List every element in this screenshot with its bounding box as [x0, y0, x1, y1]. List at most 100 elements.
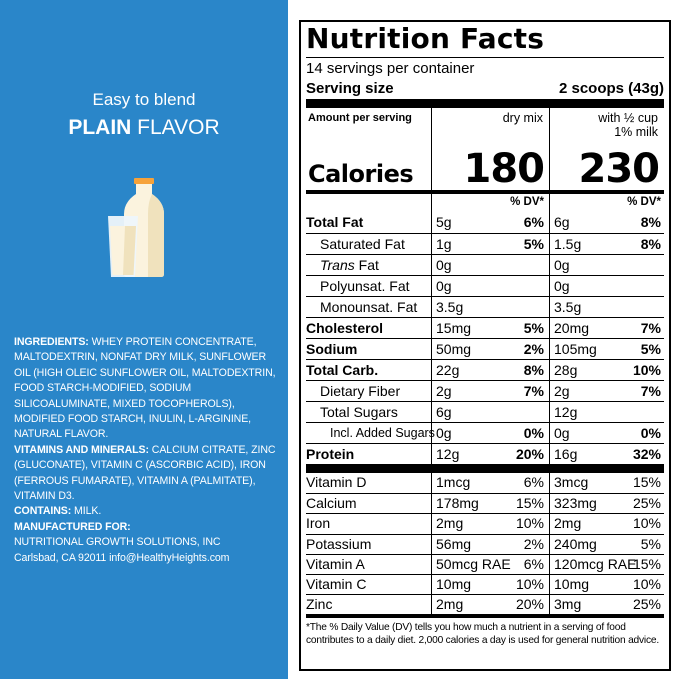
amount-milk: 120mcg RAE	[554, 555, 637, 572]
nutrient-name-italic: Trans	[320, 257, 355, 273]
table-row: Saturated Fat 1g 5% 1.5g 8%	[306, 233, 664, 254]
manufactured-for-label: MANUFACTURED FOR:	[14, 520, 131, 533]
amount-per-serving-label: Amount per serving	[308, 112, 412, 124]
table-row: Protein 12g 20% 16g 32%	[306, 443, 664, 464]
amount-dry: 10mg	[436, 575, 472, 592]
dv-milk: 10%	[632, 362, 661, 378]
dv-dry: 7%	[498, 381, 550, 401]
nutrient-name: Potassium	[306, 534, 432, 554]
dv-dry: 10%	[498, 574, 550, 595]
amount-milk: 0g	[554, 257, 570, 273]
dv-milk: 15%	[632, 555, 661, 572]
dv-milk: 0%	[640, 425, 661, 441]
amount-dry: 0g	[436, 257, 452, 273]
dv-dry: 5%	[498, 234, 550, 254]
amount-dry: 50mcg RAE	[436, 555, 511, 572]
calories-block: Amount per serving Calories dry mix 180 …	[306, 108, 664, 192]
nutrition-facts-label: Nutrition Facts 14 servings per containe…	[299, 20, 671, 671]
flavor-bold: PLAIN	[68, 116, 132, 139]
flavor-rest: FLAVOR	[131, 116, 220, 139]
nutrient-name: Incl. Added Sugars	[306, 423, 435, 443]
dv-dry	[498, 402, 550, 422]
table-row: Total Fat 5g 6% 6g 8%	[306, 212, 664, 233]
table-row: Calcium 178mg 15% 323mg 25%	[306, 493, 664, 514]
daily-value-footnote: *The % Daily Value (DV) tells you how mu…	[306, 622, 659, 646]
nutrient-name: Cholesterol	[306, 318, 432, 338]
dv-dry: 20%	[498, 444, 550, 464]
with-milk-header: with ½ cup 1% milk	[598, 111, 658, 139]
amount-dry: 15mg	[436, 320, 472, 336]
nutrient-name: Vitamin A	[306, 554, 432, 574]
dv-milk: 15%	[632, 474, 661, 490]
serving-size-row: Serving size 2 scoops (43g)	[306, 79, 664, 99]
dv-header-milk: % DV*	[627, 196, 661, 208]
amount-dry: 0g	[436, 425, 452, 441]
nutrient-table: Total Fat 5g 6% 6g 8% Saturated Fat 1g 5% 1.5g 8%…	[306, 212, 664, 464]
dv-dry: 5%	[498, 318, 550, 338]
dv-milk: 7%	[640, 383, 661, 399]
amount-dry: 178mg	[436, 495, 479, 512]
dv-milk: 8%	[640, 236, 661, 252]
table-row: Polyunsat. Fat 0g 0g	[306, 275, 664, 296]
nutrient-name: Monounsat. Fat	[306, 297, 432, 317]
dv-milk	[622, 297, 664, 317]
amount-dry: 0g	[436, 278, 452, 294]
with-milk-header-line1: with ½ cup	[598, 111, 658, 125]
dv-dry	[498, 255, 550, 275]
table-row: Vitamin C 10mg 10% 10mg 10%	[306, 573, 664, 595]
calories-label: Calories	[308, 160, 414, 188]
servings-per-container: 14 servings per container	[306, 60, 475, 77]
vitamins-minerals-text: CALCIUM CITRATE, ZINC (GLUCONATE), VITAM…	[14, 443, 276, 503]
serving-size-value: 2 scoops (43g)	[558, 80, 664, 97]
ingredients-block: INGREDIENTS: WHEY PROTEIN CONCENTRATE, M…	[14, 335, 280, 566]
dv-milk: 5%	[640, 535, 661, 552]
calories-with-milk: 230	[578, 146, 660, 192]
nutrient-name: Total Carb.	[306, 360, 432, 380]
contains-label: CONTAINS:	[14, 505, 72, 518]
nutrient-name: Trans Fat	[306, 255, 432, 275]
amount-milk: 2mg	[554, 515, 582, 532]
dv-dry: 6%	[498, 554, 550, 574]
nutrient-name: Dietary Fiber	[306, 381, 432, 401]
vitamin-mineral-table: Vitamin D 1mcg 6% 3mcg 15% Calcium 178mg 15% 323…	[306, 473, 664, 615]
table-row: Vitamin A 50mcg RAE 6% 120mcg RAE 15%	[306, 553, 664, 574]
nutrient-name: Total Sugars	[306, 402, 432, 422]
manufacturer-address: Carlsbad, CA 92011 info@HealthyHeights.c…	[14, 551, 230, 564]
dv-dry: 20%	[498, 595, 550, 615]
dv-header-row: % DV* % DV*	[306, 194, 664, 212]
dv-milk: 10%	[632, 515, 661, 532]
amount-milk: 0g	[554, 425, 570, 441]
dv-milk	[622, 255, 664, 275]
dv-milk	[622, 276, 664, 296]
dry-mix-header: dry mix	[502, 111, 543, 125]
dv-milk: 32%	[632, 446, 661, 462]
dv-dry: 2%	[498, 534, 550, 554]
nutrient-name: Vitamin C	[306, 574, 432, 595]
nutrient-name: Polyunsat. Fat	[306, 276, 432, 296]
nutrient-name-rest: Fat	[354, 257, 379, 273]
table-row: Iron 2mg 10% 2mg 10%	[306, 513, 664, 534]
dv-milk	[622, 402, 664, 422]
dv-header-dry: % DV*	[498, 194, 550, 212]
dv-dry: 6%	[498, 212, 550, 233]
amount-dry: 22g	[436, 362, 460, 378]
table-row: Incl. Added Sugars 0g 0% 0g 0%	[306, 422, 664, 443]
table-row: Potassium 56mg 2% 240mg 5%	[306, 533, 664, 554]
amount-milk: 28g	[554, 362, 578, 378]
with-milk-header-line2: 1% milk	[614, 125, 658, 139]
nutrient-name: Saturated Fat	[306, 234, 432, 254]
table-row: Total Sugars 6g 12g	[306, 401, 664, 422]
nutrient-name: Total Fat	[306, 212, 432, 233]
dv-milk: 5%	[640, 341, 661, 357]
amount-milk: 323mg	[554, 495, 597, 512]
nutrient-name: Protein	[306, 444, 432, 464]
amount-milk: 6g	[554, 214, 570, 230]
dv-dry	[498, 297, 550, 317]
table-row: Zinc 2mg 20% 3mg 25%	[306, 594, 664, 615]
amount-milk: 1.5g	[554, 236, 582, 252]
dv-milk: 25%	[632, 495, 661, 512]
amount-dry: 3.5g	[436, 299, 464, 315]
amount-milk: 12g	[554, 404, 578, 420]
amount-dry: 2g	[436, 383, 452, 399]
dv-milk: 10%	[632, 575, 661, 592]
